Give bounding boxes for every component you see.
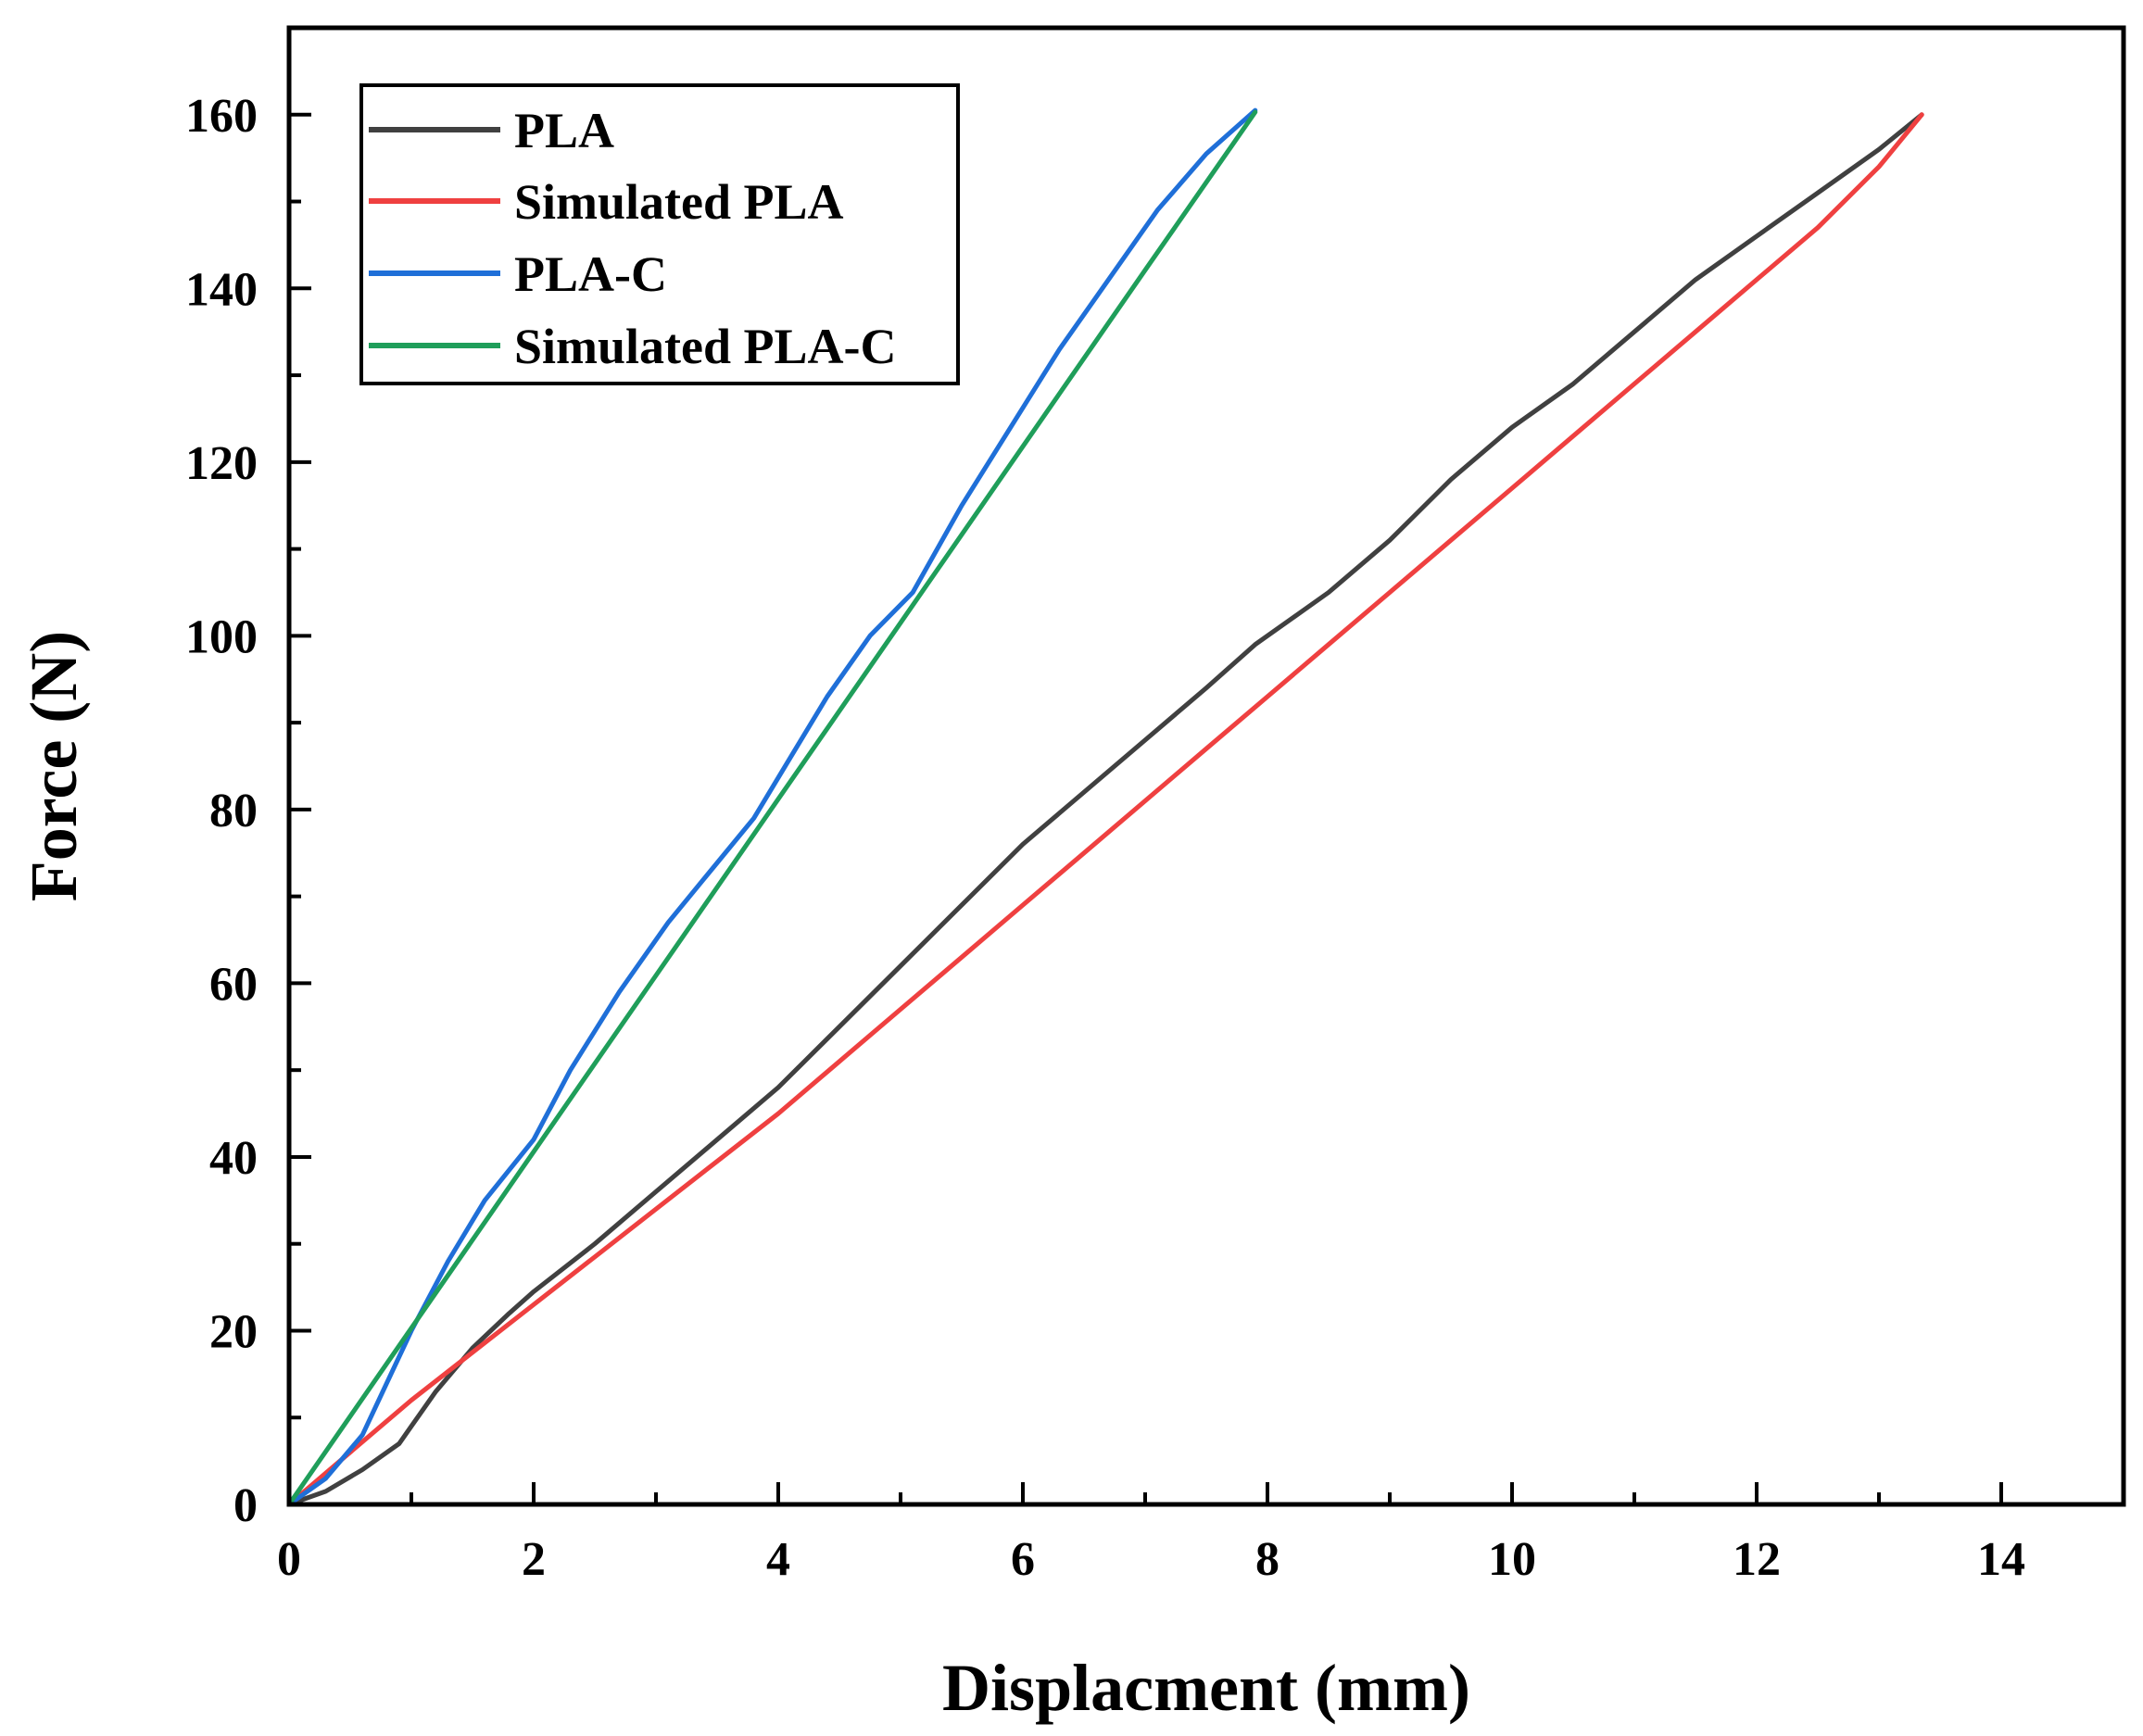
axis-ticks: [287, 26, 2125, 1506]
plot-frame: [286, 25, 2126, 1507]
x-tick-label: 0: [277, 1533, 301, 1586]
x-tick-label: 4: [766, 1533, 790, 1586]
series-layer: [286, 107, 1924, 1507]
y-axis-title: Force (N): [17, 631, 91, 902]
y-tick-label: 40: [209, 1132, 258, 1185]
y-tick-label: 120: [185, 437, 258, 490]
legend-label-2: PLA-C: [514, 246, 667, 302]
y-tick-labels: 0 20 40 60 80 100 120 140 160: [185, 90, 258, 1532]
x-tick-labels: 0 2 4 6 8 10 12 14: [277, 1533, 2025, 1586]
x-tick-label: 6: [1011, 1533, 1035, 1586]
x-tick-label: 12: [1733, 1533, 1781, 1586]
y-tick-label: 20: [209, 1305, 258, 1358]
y-tick-label: 80: [209, 785, 258, 837]
legend: PLA Simulated PLA PLA-C Simulated PLA-C: [359, 83, 960, 385]
y-tick-label: 100: [185, 610, 258, 663]
y-tick-label: 160: [185, 90, 258, 143]
legend-box: [359, 83, 960, 385]
series-line-2: [286, 107, 1258, 1507]
x-axis-title: Displacment (mm): [942, 1651, 1470, 1725]
x-tick-label: 2: [522, 1533, 546, 1586]
series-line-1: [286, 112, 1924, 1507]
x-tick-label: 8: [1255, 1533, 1279, 1586]
series-line-3: [286, 109, 1258, 1507]
y-tick-label: 60: [209, 958, 258, 1011]
x-tick-label: 14: [1977, 1533, 2025, 1586]
legend-label-0: PLA: [514, 103, 614, 158]
x-tick-label: 10: [1488, 1533, 1536, 1586]
y-tick-label: 140: [185, 263, 258, 316]
y-tick-label: 0: [233, 1479, 258, 1532]
legend-label-3: Simulated PLA-C: [514, 319, 897, 374]
legend-items: PLA Simulated PLA PLA-C Simulated PLA-C: [369, 103, 897, 374]
series-line-0: [286, 112, 1924, 1507]
legend-label-1: Simulated PLA: [514, 174, 844, 230]
